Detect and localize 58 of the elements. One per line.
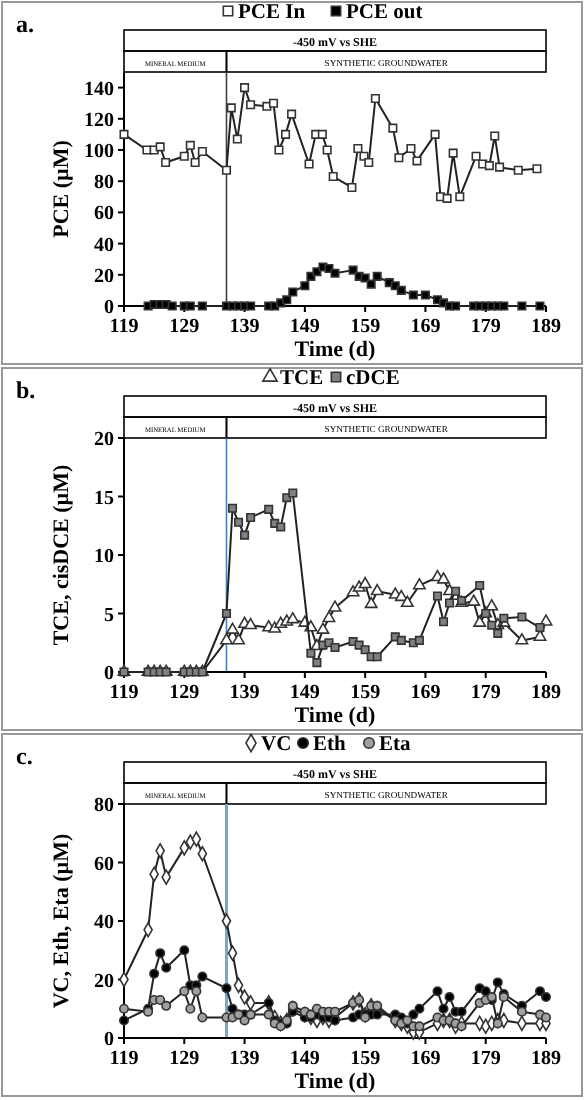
x-tick-label: 189 — [531, 682, 561, 704]
y-tick-label: 20 — [94, 265, 114, 288]
x-axis-title: Time (d) — [294, 338, 377, 362]
x-tick-label: 139 — [229, 316, 260, 338]
legend-label: Eth — [313, 734, 346, 756]
y-tick-label: 80 — [94, 795, 114, 817]
x-tick-label: 149 — [289, 682, 320, 704]
x-tick-label: 119 — [109, 1048, 139, 1070]
y-axis-title: PCE (µM) — [50, 139, 74, 238]
y-tick-label: 60 — [94, 203, 114, 226]
y-tick-label: 120 — [84, 109, 114, 132]
y-tick-label: 20 — [94, 970, 114, 993]
x-tick-label: 189 — [531, 1048, 561, 1070]
y-tick-label: 5 — [104, 604, 114, 627]
y-tick-label: 80 — [94, 172, 114, 195]
x-tick-label: 159 — [350, 1048, 381, 1070]
x-tick-label: 139 — [229, 1048, 260, 1070]
x-tick-label: 149 — [289, 316, 320, 338]
x-axis-title: Time (d) — [294, 1070, 377, 1094]
x-tick-label: 119 — [109, 682, 139, 704]
legend-label: cDCE — [346, 368, 400, 390]
y-tick-label: 60 — [94, 853, 114, 876]
legend-label: PCE out — [346, 2, 424, 24]
y-tick-label: 0 — [104, 663, 114, 685]
x-tick-label: 169 — [410, 1048, 441, 1070]
x-tick-label: 129 — [169, 682, 200, 704]
y-tick-label: 40 — [94, 234, 114, 257]
legend-label: VC — [261, 734, 292, 756]
x-tick-label: 159 — [350, 316, 381, 338]
x-tick-label: 129 — [169, 316, 200, 338]
x-tick-label: 129 — [169, 1048, 200, 1070]
x-tick-label: 189 — [531, 316, 561, 338]
chart-title: a. — [16, 10, 34, 38]
x-tick-label: 169 — [410, 682, 441, 704]
y-tick-label: 15 — [94, 487, 114, 510]
y-tick-label: 20 — [94, 429, 114, 451]
x-tick-label: 179 — [470, 1048, 501, 1070]
y-tick-label: 40 — [94, 912, 114, 934]
chart-title: b. — [16, 376, 36, 404]
chart-title: c. — [16, 742, 33, 770]
x-tick-label: 179 — [470, 682, 501, 704]
y-axis-title: TCE, cisDCE (µM) — [50, 463, 74, 646]
x-tick-label: 149 — [289, 1048, 320, 1070]
y-tick-label: 0 — [104, 297, 114, 319]
y-tick-label: 100 — [84, 141, 114, 163]
y-tick-label: 0 — [104, 1029, 114, 1051]
legend-label: TCE — [280, 368, 324, 390]
legend-label: PCE In — [238, 2, 306, 24]
x-tick-label: 159 — [350, 682, 381, 704]
y-axis-title: VC, Eth, Eta (µM) — [50, 833, 74, 1009]
x-tick-label: 119 — [109, 316, 139, 338]
y-tick-label: 10 — [94, 546, 114, 568]
x-tick-label: 139 — [229, 682, 260, 704]
x-axis-title: Time (d) — [294, 704, 377, 728]
y-tick-label: 140 — [84, 78, 114, 101]
x-tick-label: 179 — [470, 316, 501, 338]
legend-label: Eta — [379, 734, 412, 756]
x-tick-label: 169 — [410, 316, 441, 338]
